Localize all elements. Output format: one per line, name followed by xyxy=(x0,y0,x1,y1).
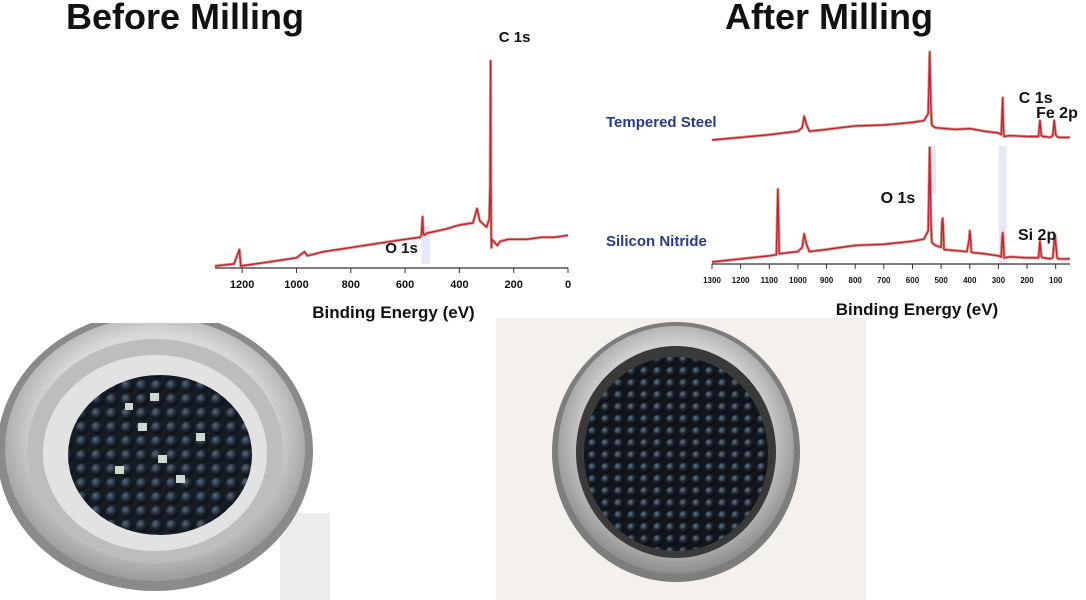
chart-after-milling: 1300 1200 1100 1000 900 800 700 600 500 400 300 200… xyxy=(606,50,1078,319)
x-axis-title: Binding Energy (eV) xyxy=(836,300,998,319)
x-tick-label: 800 xyxy=(849,276,863,285)
series-shadow xyxy=(711,50,1070,142)
x-tick-label: 200 xyxy=(505,279,523,291)
o1s-highlight-band xyxy=(927,146,936,194)
x-tick-label: 1100 xyxy=(761,276,779,285)
x-tick-label: 400 xyxy=(450,279,468,291)
after-milling-title: After Milling xyxy=(725,0,933,37)
chart-before-milling: 1200 1000 800 600 400 200 0 Binding Energy (eV)… xyxy=(214,29,571,322)
c1s-highlight-band xyxy=(998,146,1007,264)
x-axis-title: Binding Energy (eV) xyxy=(312,303,474,322)
x-tick-label: 700 xyxy=(877,276,891,285)
x-tick-label: 500 xyxy=(934,276,948,285)
x-tick-label: 600 xyxy=(906,276,920,285)
series-line xyxy=(711,51,1070,141)
x-tick-label: 1000 xyxy=(789,276,807,285)
x-tick-label: 600 xyxy=(396,279,414,291)
x-tick-label: 1300 xyxy=(703,276,721,285)
series-shadow xyxy=(214,59,569,268)
series-label: Silicon Nitride xyxy=(606,233,707,250)
peak-annotation: C 1s xyxy=(499,29,531,46)
before-milling-title: Before Milling xyxy=(66,0,305,37)
peak-annotation: O 1s xyxy=(385,240,418,257)
x-tick-label: 900 xyxy=(820,276,834,285)
peak-annotation: Si 2p xyxy=(1018,227,1056,244)
peak-annotation: C 1s xyxy=(1019,90,1053,107)
peak-annotation: O 1s xyxy=(881,190,916,207)
jar-after-milling-photo xyxy=(496,318,866,600)
x-tick-label: 1200 xyxy=(732,276,750,285)
x-tick-label: 200 xyxy=(1020,276,1034,285)
x-tick-label: 800 xyxy=(342,279,360,291)
peak-annotation: Fe 2p xyxy=(1036,105,1078,122)
x-tick-label: 300 xyxy=(992,276,1006,285)
series-label: Tempered Steel xyxy=(606,114,717,131)
x-tick-label: 1200 xyxy=(230,279,254,291)
series-line xyxy=(214,60,569,267)
x-tick-label: 0 xyxy=(565,279,571,291)
o1s-highlight-band xyxy=(421,226,430,264)
jar-before-milling-photo xyxy=(0,323,330,600)
x-tick-label: 1000 xyxy=(284,279,308,291)
x-tick-label: 100 xyxy=(1049,276,1063,285)
series-line xyxy=(711,146,1070,263)
x-tick-label: 400 xyxy=(963,276,977,285)
